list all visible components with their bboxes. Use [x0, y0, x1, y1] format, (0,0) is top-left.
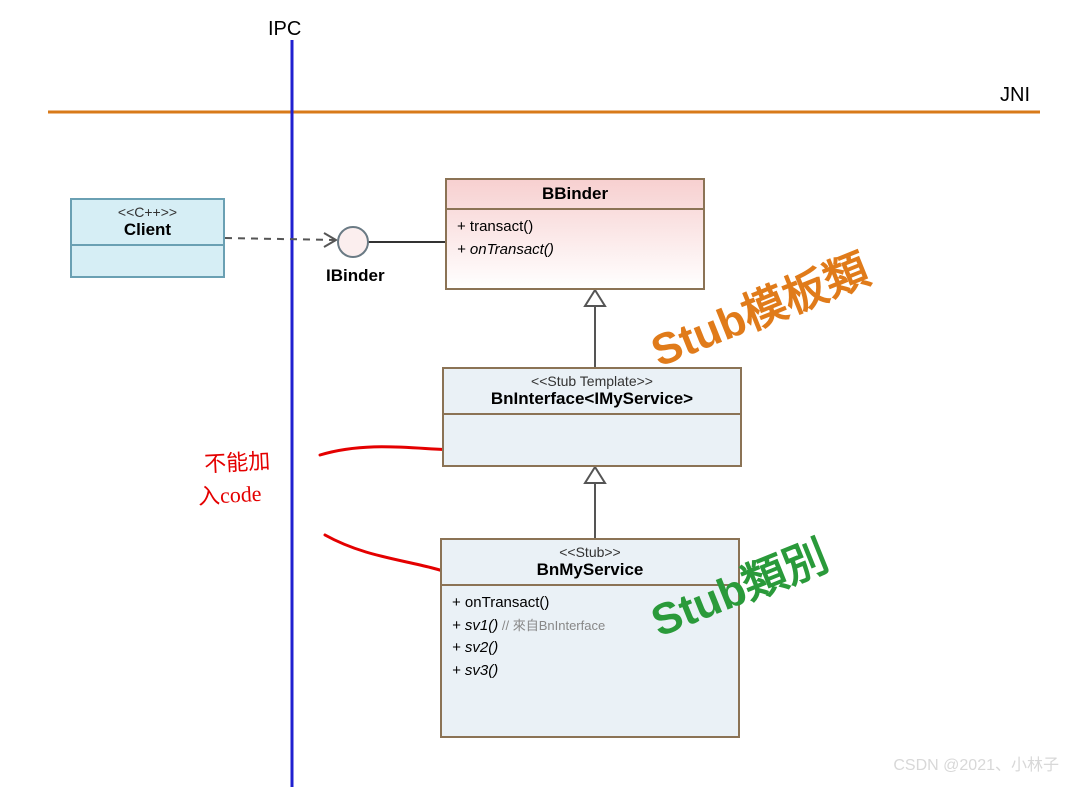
ibinder-label: IBinder	[326, 266, 385, 286]
generalization-1	[585, 290, 605, 367]
client-title: <<C++>> Client	[72, 200, 223, 246]
method-item: + transact()	[457, 216, 693, 239]
stubtpl-stereo: <<Stub Template>>	[450, 373, 734, 389]
handwriting-line1: 不能加	[203, 443, 271, 478]
generalization-2	[585, 467, 605, 538]
bbinder-class-box: BBinder + transact()+ onTransact()	[445, 178, 705, 290]
handwriting-line2: 入code	[197, 475, 273, 511]
client-stereo: <<C++>>	[78, 204, 217, 220]
client-body	[72, 246, 223, 258]
handwriting-note: 不能加 入code	[203, 443, 272, 510]
stub-template-class-box: <<Stub Template>> BnInterface<IMyService…	[442, 367, 742, 467]
diagram-canvas: IPC JNI <<C++>> Client IBinder BBinder +…	[0, 0, 1079, 787]
ibinder-lollipop	[338, 227, 368, 257]
bbinder-name: BBinder	[453, 184, 697, 204]
client-name: Client	[78, 220, 217, 240]
method-item: + onTransact()	[457, 239, 693, 262]
stubtpl-title: <<Stub Template>> BnInterface<IMyService…	[444, 369, 740, 415]
dependency-arrow	[225, 233, 336, 247]
bbinder-title: BBinder	[447, 180, 703, 210]
jni-label: JNI	[1000, 84, 1030, 107]
bbinder-methods: + transact()+ onTransact()	[447, 210, 703, 267]
stubtpl-body	[444, 415, 740, 445]
method-item: + sv2()	[452, 637, 728, 660]
ipc-label: IPC	[268, 18, 301, 41]
client-class-box: <<C++>> Client	[70, 198, 225, 278]
stubtpl-name: BnInterface<IMyService>	[450, 389, 734, 409]
stub-stereo: <<Stub>>	[448, 544, 732, 560]
hand-arrows	[320, 442, 460, 581]
watermark: CSDN @2021、小林子	[893, 751, 1059, 775]
method-item: + sv3()	[452, 660, 728, 683]
